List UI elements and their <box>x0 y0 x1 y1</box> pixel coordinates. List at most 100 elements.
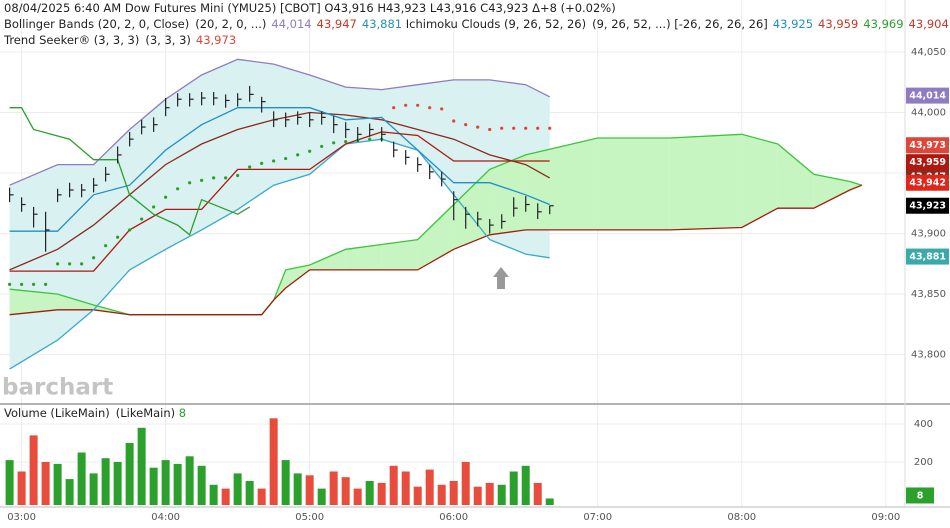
price-tag <box>906 154 949 171</box>
y-tick-label: 400 <box>914 419 933 430</box>
volume-bar <box>221 488 230 505</box>
base-line <box>9 131 550 272</box>
volume-bar <box>269 418 278 505</box>
cloud-segment <box>597 137 670 230</box>
price-tag-label: 43,881 <box>909 252 946 263</box>
trend-dot <box>392 106 396 110</box>
legend-value: 43,947 <box>316 17 357 31</box>
volume-bar <box>545 498 554 505</box>
price-panel <box>8 58 863 370</box>
trend-dot <box>524 126 528 130</box>
volume-last: 8 <box>178 406 187 420</box>
volume-bar <box>245 481 254 505</box>
trend-dot <box>296 153 300 157</box>
legend: 08/04/2025 6:40 AM Dow Futures Mini (YMU… <box>4 0 949 48</box>
trend-dot <box>20 282 24 286</box>
volume-bar <box>401 471 410 505</box>
legend-row: Bollinger Bands (20, 2, 0, Close) (20, 2,… <box>4 16 949 32</box>
volume-bar <box>521 465 530 505</box>
volume-bar <box>173 463 182 505</box>
cloud-segment <box>309 249 346 270</box>
trend-dot <box>488 127 492 132</box>
trend-dot <box>320 144 324 149</box>
volume-bar <box>137 427 146 505</box>
trend-dot <box>176 187 180 191</box>
legend-value: 43,973 <box>195 33 237 47</box>
trend-dot <box>200 178 204 182</box>
volume-bar <box>113 462 122 505</box>
x-tick-label: 08:00 <box>727 512 756 523</box>
cloud-segment <box>9 289 58 315</box>
indicator-label: Bollinger Bands (20, 2, 0, Close) <box>4 17 190 31</box>
legend-value: 43,969 <box>863 17 904 31</box>
cloud-segment <box>777 144 814 209</box>
cloud-segment <box>417 204 454 270</box>
volume-bar <box>281 460 290 505</box>
trend-dot <box>512 126 516 130</box>
indicator-values: 44,014 43,947 43,881 <box>266 17 405 31</box>
price-tag-label: 44,014 <box>909 91 946 102</box>
trend-dot <box>404 103 408 107</box>
trend-dot <box>260 161 264 165</box>
y-tick-label: 44,000 <box>911 108 946 119</box>
trend-dot <box>308 149 312 153</box>
legend-row: 08/04/2025 6:40 AM Dow Futures Mini (YMU… <box>4 0 949 16</box>
x-tick-label: 03:00 <box>7 512 36 523</box>
conversion-line <box>9 107 550 232</box>
trend-dot <box>80 262 84 266</box>
trend-dot <box>248 165 252 169</box>
volume-bar <box>497 484 506 505</box>
volume-bar <box>257 488 266 505</box>
indicator-values: 43,925 43,959 43,969 43,904 <box>768 17 949 31</box>
volume-bar <box>41 462 50 505</box>
trend-dot <box>500 126 504 130</box>
legend-value: 43,925 <box>772 17 814 31</box>
trend-dot <box>92 256 96 260</box>
price-tag <box>906 137 949 154</box>
cloud-segment <box>813 174 850 209</box>
price-tag-label: 43,942 <box>909 178 946 189</box>
trend-dot <box>440 107 444 111</box>
volume-params: (LikeMain) <box>115 406 176 420</box>
trend-dot <box>428 106 432 110</box>
volume-bar <box>317 488 326 505</box>
price-tag-label: 43,923 <box>909 201 946 212</box>
trend-dot <box>68 262 72 266</box>
trend-dot <box>452 119 456 123</box>
volume-bar <box>449 481 458 505</box>
trend-dot <box>224 176 228 180</box>
volume-bar <box>509 471 518 505</box>
volume-bar <box>101 458 110 505</box>
volume-bar <box>161 460 170 505</box>
y-tick-label: 44,050 <box>911 47 946 58</box>
volume-bar <box>365 481 374 505</box>
trend-dot <box>212 176 216 180</box>
trend-dot <box>272 159 276 163</box>
volume-legend: Volume (LikeMain) (LikeMain) 8 <box>4 406 186 420</box>
x-tick-label: 04:00 <box>151 512 180 523</box>
volume-panel <box>5 418 554 505</box>
x-tick-label: 07:00 <box>583 512 612 523</box>
legend-value: 44,014 <box>271 17 312 31</box>
volume-title: Volume (LikeMain) <box>4 406 110 420</box>
cloud-segment <box>345 244 382 270</box>
volume-bar <box>17 471 26 505</box>
trend-dot <box>152 205 156 209</box>
volume-bar <box>533 482 542 505</box>
volume-tag-label: 8 <box>917 490 924 501</box>
bollinger-lower <box>9 138 550 370</box>
volume-bar <box>149 467 158 505</box>
volume-bar <box>89 473 98 505</box>
trend-dot <box>548 126 552 130</box>
volume-bar <box>29 435 38 505</box>
trend-dot <box>104 244 108 248</box>
trend-dot <box>8 282 12 286</box>
volume-bar <box>125 443 134 505</box>
cloud-segment <box>669 134 742 230</box>
volume-bar <box>473 486 482 505</box>
trend-dot <box>464 123 468 127</box>
trend-dot <box>344 139 348 144</box>
y-tick-label: 200 <box>914 457 933 468</box>
